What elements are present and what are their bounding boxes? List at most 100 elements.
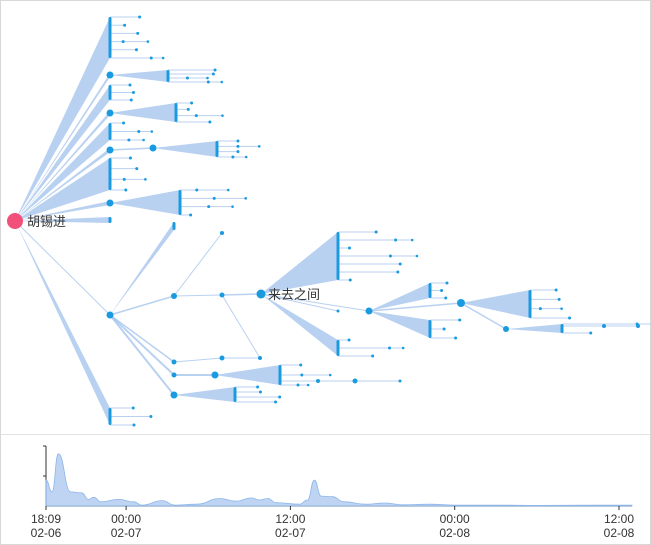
leaf-node[interactable] (171, 359, 177, 365)
cluster-node[interactable] (108, 123, 112, 140)
leaf-node[interactable] (348, 278, 352, 282)
leaf-node[interactable] (410, 238, 414, 242)
cluster-node[interactable] (428, 320, 432, 338)
leaf-node[interactable] (186, 107, 190, 111)
leaf-node[interactable] (211, 371, 219, 379)
leaf-node[interactable] (149, 144, 157, 152)
leaf-node[interactable] (136, 31, 140, 35)
leaf-node[interactable] (138, 15, 142, 19)
leaf-node[interactable] (219, 355, 225, 361)
leaf-node[interactable] (352, 378, 358, 384)
leaf-node[interactable] (388, 254, 392, 258)
leaf-node[interactable] (149, 415, 153, 418)
leaf-node[interactable] (124, 188, 128, 192)
leaf-node[interactable] (396, 270, 400, 274)
leaf-node[interactable] (221, 114, 224, 117)
leaf-node[interactable] (212, 196, 216, 200)
leaf-node[interactable] (170, 391, 178, 399)
leaf-node[interactable] (602, 324, 606, 328)
leaf-node[interactable] (589, 331, 593, 335)
leaf-node[interactable] (135, 167, 139, 171)
leaf-node[interactable] (244, 155, 248, 159)
leaf-node[interactable] (106, 71, 114, 79)
leaf-node[interactable] (144, 178, 147, 181)
leaf-node[interactable] (220, 80, 224, 84)
leaf-node[interactable] (274, 400, 278, 404)
leaf-node[interactable] (371, 354, 375, 358)
leaf-node[interactable] (220, 231, 224, 235)
leaf-node[interactable] (415, 254, 419, 258)
leaf-node[interactable] (256, 385, 260, 389)
leaf-node[interactable] (171, 372, 177, 378)
leaf-node[interactable] (132, 423, 136, 427)
timeline-chart[interactable]: 18:0902-0600:0002-0712:0002-0700:0002-08… (0, 436, 651, 544)
leaf-node[interactable] (442, 327, 446, 331)
leaf-node[interactable] (194, 114, 198, 118)
leaf-node[interactable] (444, 296, 448, 300)
leaf-node[interactable] (236, 144, 240, 148)
leaf-node[interactable] (636, 324, 640, 328)
cluster-node[interactable] (178, 190, 182, 215)
leaf-node[interactable] (457, 299, 465, 307)
cluster-node[interactable] (215, 141, 219, 157)
leaf-node[interactable] (121, 40, 125, 44)
leaf-node[interactable] (128, 156, 132, 160)
leaf-node[interactable] (236, 150, 240, 154)
leaf-node[interactable] (445, 281, 449, 285)
leaf-node[interactable] (131, 406, 135, 410)
leaf-node[interactable] (554, 288, 558, 292)
leaf-node[interactable] (258, 356, 262, 360)
cluster-node[interactable] (108, 17, 112, 58)
leaf-node[interactable] (300, 373, 304, 377)
leaf-node[interactable] (231, 205, 234, 208)
cluster-node[interactable] (108, 85, 112, 100)
leaf-node[interactable] (440, 289, 444, 292)
leaf-node[interactable] (161, 56, 165, 60)
leaf-node[interactable] (137, 130, 141, 133)
cluster-node[interactable] (336, 340, 340, 356)
leaf-node[interactable] (206, 76, 209, 80)
leaf-node[interactable] (146, 40, 150, 43)
leaf-node[interactable] (328, 373, 332, 377)
leaf-node[interactable] (374, 230, 378, 234)
leaf-node[interactable] (568, 316, 572, 320)
leaf-node[interactable] (538, 307, 542, 311)
leaf-node[interactable] (122, 121, 126, 125)
leaf-node[interactable] (458, 318, 462, 322)
leaf-node[interactable] (219, 292, 225, 298)
leaf-node[interactable] (195, 188, 199, 192)
leaf-node[interactable] (226, 188, 230, 192)
leaf-node[interactable] (365, 307, 373, 315)
hub-node[interactable] (256, 289, 266, 299)
leaf-node[interactable] (347, 338, 351, 342)
leaf-node[interactable] (296, 383, 300, 387)
cluster-node[interactable] (174, 103, 178, 122)
leaf-node[interactable] (231, 155, 235, 159)
leaf-node[interactable] (258, 390, 262, 394)
leaf-node[interactable] (134, 48, 138, 52)
leaf-node[interactable] (388, 346, 392, 350)
leaf-node[interactable] (131, 91, 135, 94)
leaf-node[interactable] (454, 336, 458, 340)
leaf-node[interactable] (123, 23, 127, 27)
leaf-node[interactable] (299, 363, 303, 367)
leaf-node[interactable] (244, 197, 248, 200)
cluster-node[interactable] (108, 408, 112, 425)
cluster-node[interactable] (428, 283, 432, 298)
leaf-node[interactable] (398, 262, 402, 266)
leaf-node[interactable] (106, 199, 114, 207)
leaf-node[interactable] (206, 80, 210, 84)
leaf-node[interactable] (122, 177, 126, 181)
root-node[interactable] (7, 213, 23, 229)
leaf-node[interactable] (236, 139, 240, 143)
cluster-node[interactable] (560, 324, 564, 333)
cluster-node[interactable] (108, 217, 112, 223)
leaf-node[interactable] (207, 205, 211, 209)
leaf-node[interactable] (257, 145, 261, 148)
leaf-node[interactable] (171, 293, 177, 299)
cluster-node[interactable] (278, 365, 282, 385)
leaf-node[interactable] (189, 213, 193, 217)
leaf-node[interactable] (150, 130, 154, 133)
cluster-node[interactable] (108, 158, 112, 190)
leaf-node[interactable] (129, 98, 133, 102)
